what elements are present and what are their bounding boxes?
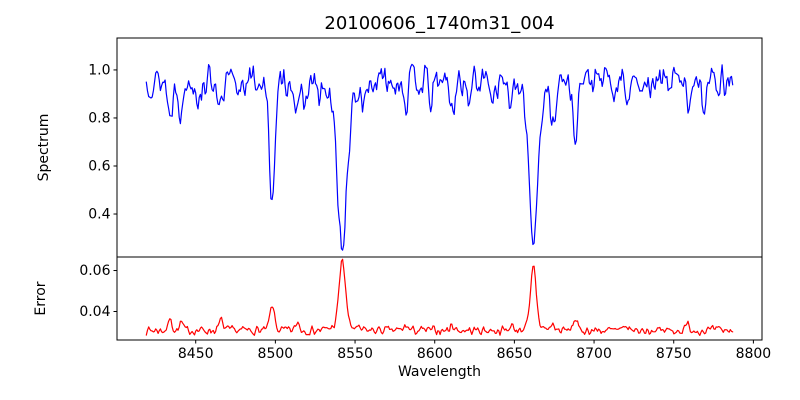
x-tick-label: 8500 (258, 346, 294, 362)
x-tick-label: 8700 (576, 346, 612, 362)
spectrum-panel-border (116, 37, 763, 258)
y-tick-label: 0.8 (88, 110, 110, 126)
y-tick-label: 0.6 (88, 158, 110, 174)
chart-title: 20100606_1740m31_004 (324, 13, 554, 34)
x-axis-label: Wavelength (398, 364, 481, 380)
y-axis-label-error: Error (33, 281, 49, 315)
error-line (145, 258, 734, 336)
x-tick-label: 8600 (417, 346, 453, 362)
y-axis-label-spectrum: Spectrum (36, 114, 52, 182)
x-tick-label: 8450 (178, 346, 214, 362)
y-tick-label: 1.0 (88, 62, 110, 78)
y-tick-label: 0.06 (79, 263, 110, 279)
x-tick-label: 8800 (736, 346, 772, 362)
error-y-axis-ticks: 0.06 0.04 (79, 263, 117, 320)
x-tick-label: 8650 (497, 346, 533, 362)
x-axis-ticks: 8450 8500 8550 8600 8650 8700 8750 8800 (178, 340, 771, 362)
error-panel-border (116, 256, 763, 341)
x-tick-label: 8750 (656, 346, 692, 362)
y-tick-label: 0.04 (79, 304, 110, 320)
y-tick-label: 0.4 (88, 207, 110, 223)
spectrum-y-axis-ticks: 1.0 0.8 0.6 0.4 (88, 62, 117, 223)
spectrum-line (145, 63, 734, 251)
x-tick-label: 8550 (337, 346, 373, 362)
